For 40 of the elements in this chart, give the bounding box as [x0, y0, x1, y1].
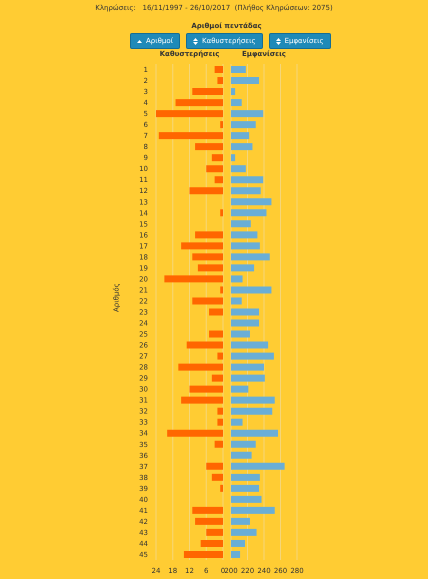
bar: [214, 440, 223, 448]
bar: [186, 342, 223, 349]
bar: [198, 264, 223, 272]
bar: [195, 143, 223, 150]
bar: [214, 66, 223, 73]
bar: [200, 540, 223, 547]
bar: [176, 99, 223, 106]
bar: [220, 209, 223, 216]
bar: [164, 275, 223, 282]
bar: [190, 386, 223, 393]
bar: [217, 352, 223, 360]
bar: [217, 408, 223, 415]
bar: [158, 132, 223, 140]
bar: [209, 330, 223, 338]
bar: [217, 77, 223, 84]
bar: [212, 374, 223, 382]
bar: [212, 154, 223, 162]
bar: [167, 430, 223, 437]
bar: [209, 308, 223, 316]
bar: [181, 242, 223, 250]
bar: [178, 364, 223, 371]
bar: [192, 253, 223, 260]
bar: [206, 462, 223, 470]
bar: [181, 396, 223, 404]
bar: [195, 518, 223, 525]
bar: [206, 528, 223, 536]
bar: [217, 418, 223, 426]
bar: [156, 110, 223, 118]
bar: [184, 550, 223, 558]
bar: [212, 474, 223, 481]
bar: [192, 88, 223, 96]
bar: [220, 286, 223, 294]
bar: [192, 506, 223, 514]
bar: [192, 297, 223, 304]
bar: [190, 187, 223, 194]
bar: [220, 121, 223, 128]
bar: [195, 231, 223, 238]
bar: [206, 165, 223, 172]
bar: [220, 484, 223, 492]
bar: [214, 176, 223, 184]
